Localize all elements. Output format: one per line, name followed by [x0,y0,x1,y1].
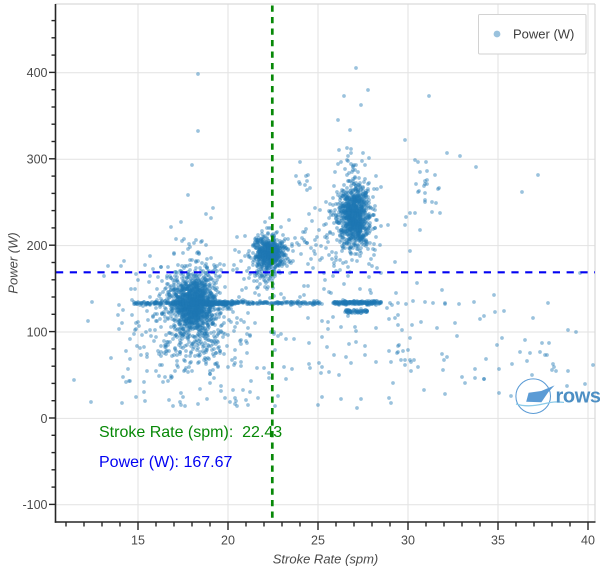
svg-text:35: 35 [491,534,505,548]
svg-text:0: 0 [41,412,48,426]
svg-text:400: 400 [27,66,48,80]
svg-text:25: 25 [311,534,325,548]
svg-text:Power (W): 167.67: Power (W): 167.67 [99,454,232,471]
svg-text:100: 100 [27,325,48,339]
svg-text:30: 30 [401,534,415,548]
svg-text:Stroke Rate (spm): 22.43: Stroke Rate (spm): 22.43 [99,424,282,441]
svg-text:-100: -100 [22,498,47,512]
svg-text:Power (W): Power (W) [6,232,21,293]
svg-text:rowsandall: rowsandall [556,386,600,408]
svg-text:20: 20 [221,534,235,548]
svg-text:200: 200 [27,239,48,253]
svg-text:40: 40 [581,534,595,548]
svg-text:300: 300 [27,153,48,167]
svg-text:15: 15 [131,534,145,548]
svg-text:Power (W): Power (W) [513,27,574,42]
svg-text:Stroke Rate (spm): Stroke Rate (spm) [273,552,378,567]
